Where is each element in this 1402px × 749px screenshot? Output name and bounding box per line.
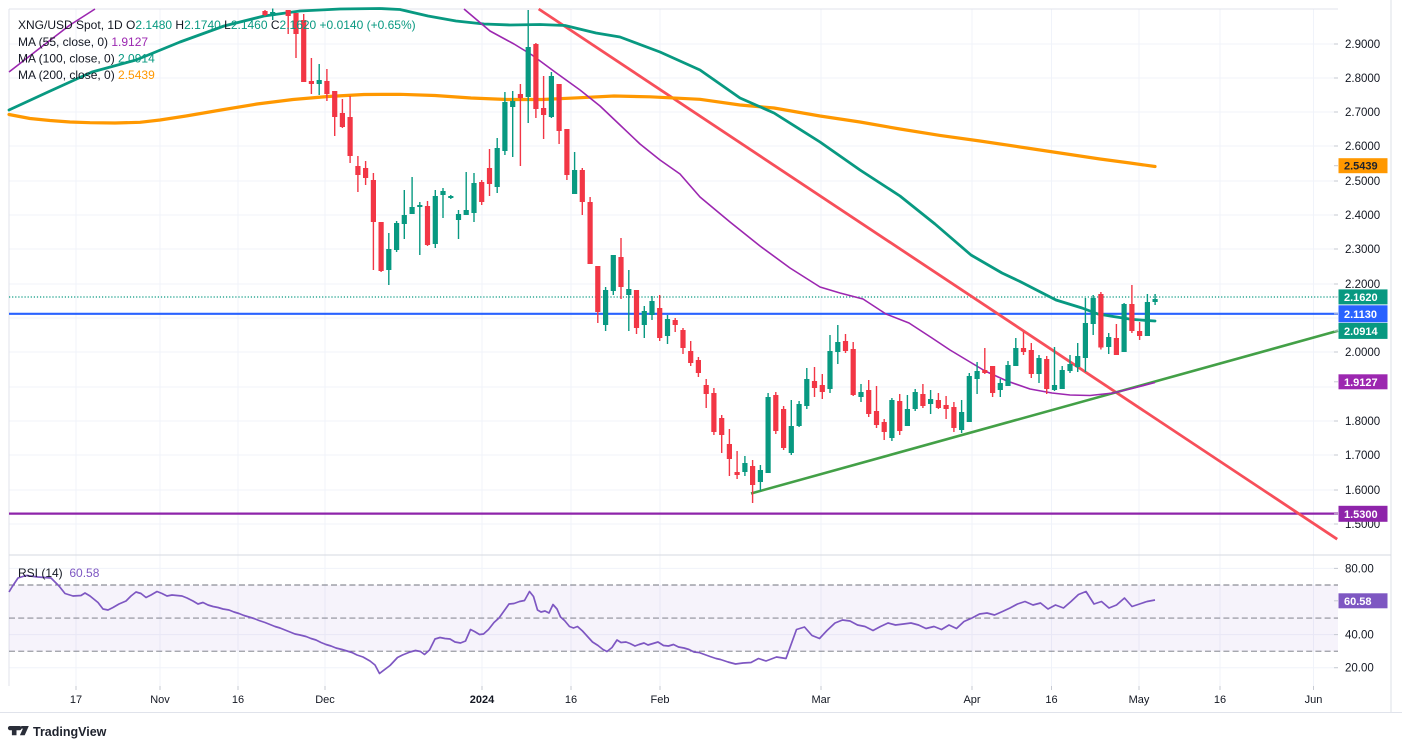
svg-text:1.5300: 1.5300 [1344,509,1378,521]
svg-text:2.9000: 2.9000 [1345,39,1380,51]
svg-text:2.6000: 2.6000 [1345,141,1380,153]
svg-text:Feb: Feb [651,694,670,706]
svg-text:May: May [1129,694,1150,706]
svg-text:Jun: Jun [1305,694,1323,706]
svg-text:1.6000: 1.6000 [1345,485,1380,497]
svg-text:TradingView: TradingView [33,725,107,739]
svg-text:2.2000: 2.2000 [1345,279,1380,291]
svg-text:1.7000: 1.7000 [1345,450,1380,462]
svg-text:2.8000: 2.8000 [1345,73,1380,85]
svg-text:80.00: 80.00 [1345,563,1374,575]
svg-text:XNG/USD Spot, 1D O2.1480 H2.17: XNG/USD Spot, 1D O2.1480 H2.1740 L2.1460… [18,18,416,32]
svg-text:2.0000: 2.0000 [1345,347,1380,359]
svg-text:16: 16 [565,694,577,706]
svg-text:16: 16 [1214,694,1226,706]
svg-text:Nov: Nov [150,694,170,706]
svg-text:Mar: Mar [812,694,831,706]
svg-text:MA (55, close, 0) 1.9127: MA (55, close, 0) 1.9127 [18,35,148,49]
svg-text:1.9127: 1.9127 [1344,377,1378,389]
svg-text:Dec: Dec [315,694,335,706]
svg-text:2.4000: 2.4000 [1345,210,1380,222]
svg-text:1.5000: 1.5000 [1345,519,1380,531]
svg-text:2.5439: 2.5439 [1344,161,1378,173]
svg-text:2024: 2024 [470,694,495,706]
svg-text:2.3000: 2.3000 [1345,244,1380,256]
svg-text:Apr: Apr [963,694,980,706]
svg-text:20.00: 20.00 [1345,663,1374,675]
svg-text:RSI (14) 60.58: RSI (14) 60.58 [18,566,100,580]
svg-text:60.58: 60.58 [1344,596,1372,608]
svg-text:MA (100, close, 0) 2.0914: MA (100, close, 0) 2.0914 [18,52,155,66]
svg-text:2.0914: 2.0914 [1344,326,1379,338]
svg-text:17: 17 [70,694,82,706]
svg-text:16: 16 [232,694,244,706]
svg-text:40.00: 40.00 [1345,630,1374,642]
svg-text:2.5000: 2.5000 [1345,176,1380,188]
svg-text:MA (200, close, 0) 2.5439: MA (200, close, 0) 2.5439 [18,68,155,82]
svg-text:2.1130: 2.1130 [1344,309,1377,321]
svg-text:2.1620: 2.1620 [1344,292,1378,304]
svg-text:2.7000: 2.7000 [1345,107,1380,119]
svg-text:16: 16 [1045,694,1057,706]
svg-text:1.8000: 1.8000 [1345,416,1380,428]
